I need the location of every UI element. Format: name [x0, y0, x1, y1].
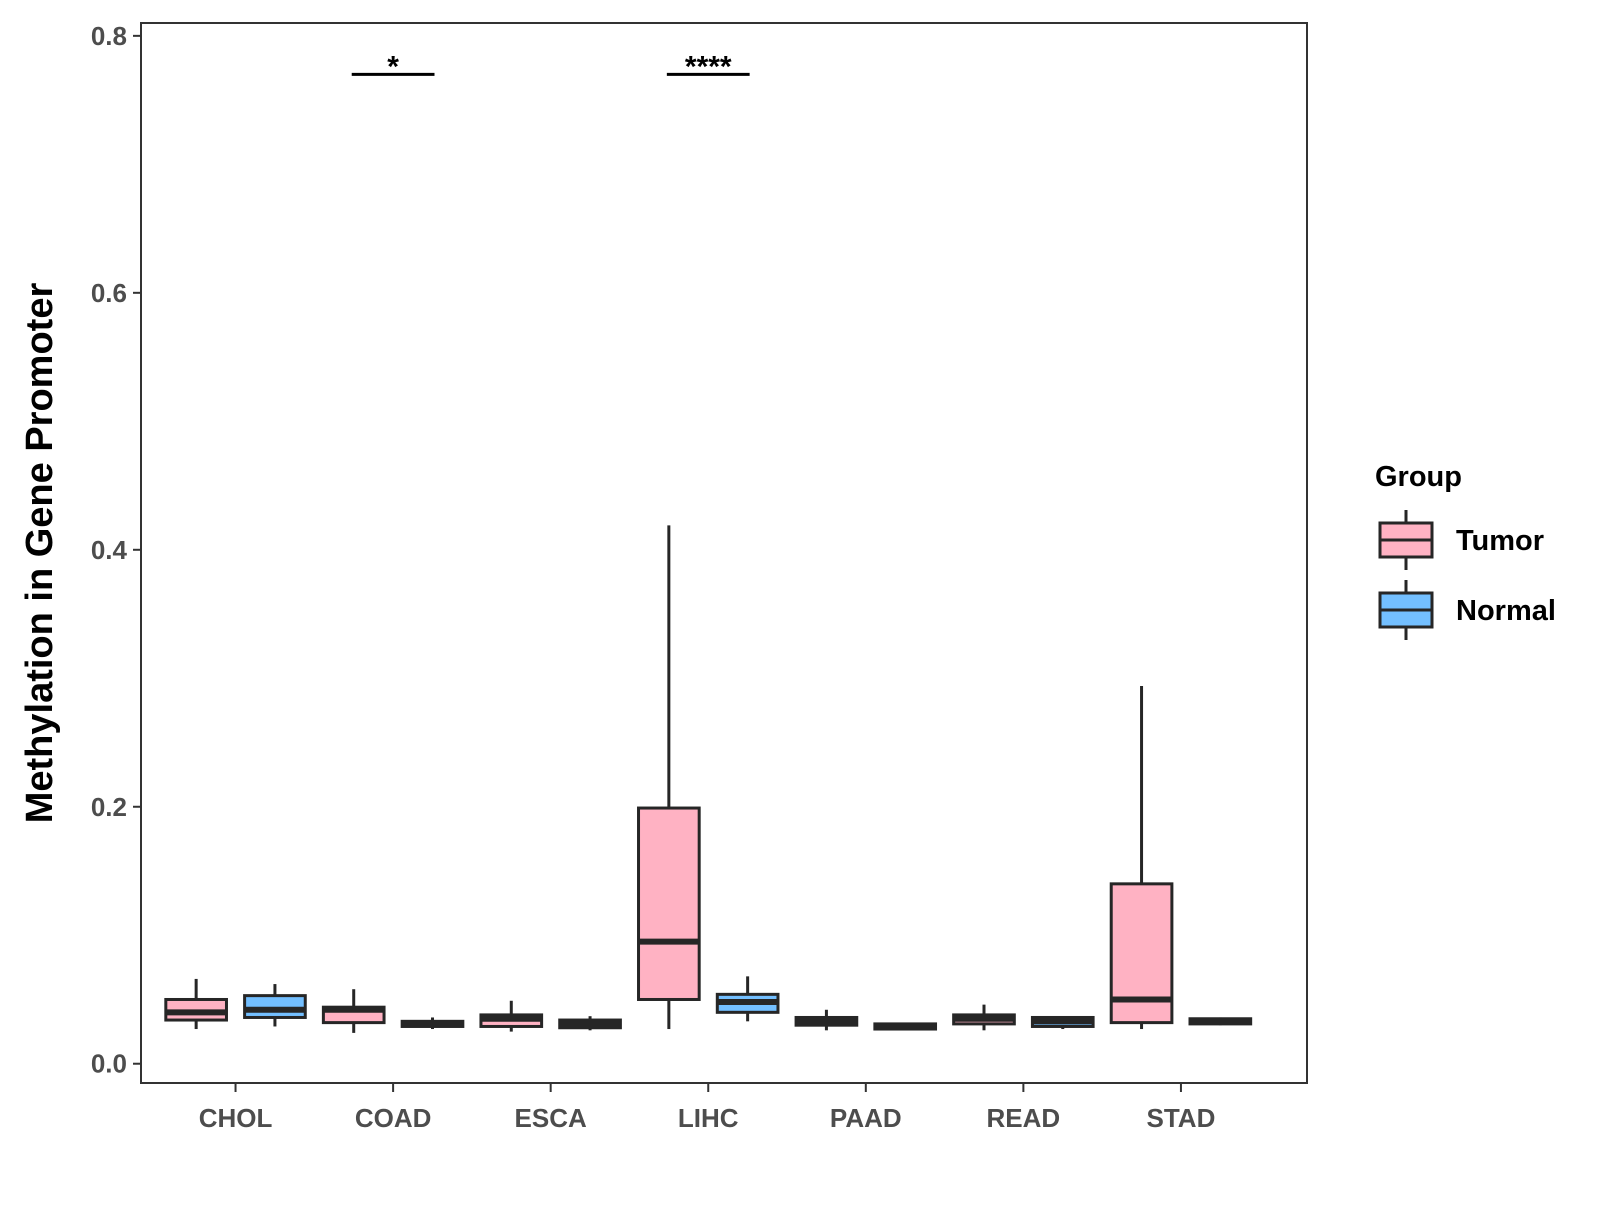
y-axis: 0.0 0.2 0.4 0.6 0.8 — [91, 21, 141, 1079]
box-tumor-coad — [321, 989, 386, 1033]
box-tumor-lihc — [637, 525, 701, 1030]
box-iqr — [637, 806, 701, 1001]
box-normal-esca — [558, 1016, 622, 1031]
x-tick-label: PAAD — [830, 1103, 902, 1133]
x-axis: CHOL COAD ESCA LIHC PAAD READ STAD — [199, 1083, 1216, 1133]
significance-lihc: **** — [666, 50, 750, 83]
legend-label: Normal — [1456, 595, 1556, 627]
box-normal-paad — [873, 1022, 938, 1031]
y-tick-label: 0.0 — [91, 1049, 127, 1079]
significance-coad: * — [351, 50, 435, 83]
x-tick-label: READ — [987, 1103, 1061, 1133]
significance-annotations: * **** — [351, 50, 750, 83]
box-tumor-stad — [1109, 685, 1174, 1030]
x-tick-label: STAD — [1147, 1103, 1216, 1133]
x-tick-label: LIHC — [678, 1103, 739, 1133]
significance-label: **** — [685, 50, 732, 83]
box-normal-stad — [1188, 1017, 1253, 1026]
significance-label: * — [387, 50, 399, 83]
box-normal-read — [1030, 1015, 1095, 1030]
y-axis-title: Methylation in Gene Promoter — [19, 283, 61, 824]
box-tumor-paad — [794, 1009, 859, 1031]
box-iqr — [243, 994, 307, 1019]
box-tumor-esca — [479, 1000, 544, 1032]
plot-area — [164, 525, 1253, 1033]
y-tick-label: 0.8 — [91, 21, 127, 51]
legend: Group Tumor Normal — [1375, 461, 1556, 640]
box-tumor-chol — [164, 978, 228, 1030]
y-tick-label: 0.2 — [91, 792, 127, 822]
x-tick-label: COAD — [355, 1103, 432, 1133]
y-tick-label: 0.6 — [91, 278, 127, 308]
box-normal-coad — [400, 1017, 465, 1030]
x-tick-label: ESCA — [515, 1103, 587, 1133]
x-tick-label: CHOL — [199, 1103, 273, 1133]
legend-item-normal: Normal — [1378, 580, 1556, 640]
plot-frame — [140, 22, 1308, 1084]
legend-item-tumor: Tumor — [1378, 510, 1544, 570]
box-tumor-read — [952, 1004, 1016, 1031]
y-tick-label: 0.4 — [91, 535, 128, 565]
box-normal-lihc — [715, 976, 780, 1022]
legend-title: Group — [1375, 461, 1462, 493]
box-normal-chol — [243, 984, 307, 1027]
legend-label: Tumor — [1456, 525, 1544, 557]
